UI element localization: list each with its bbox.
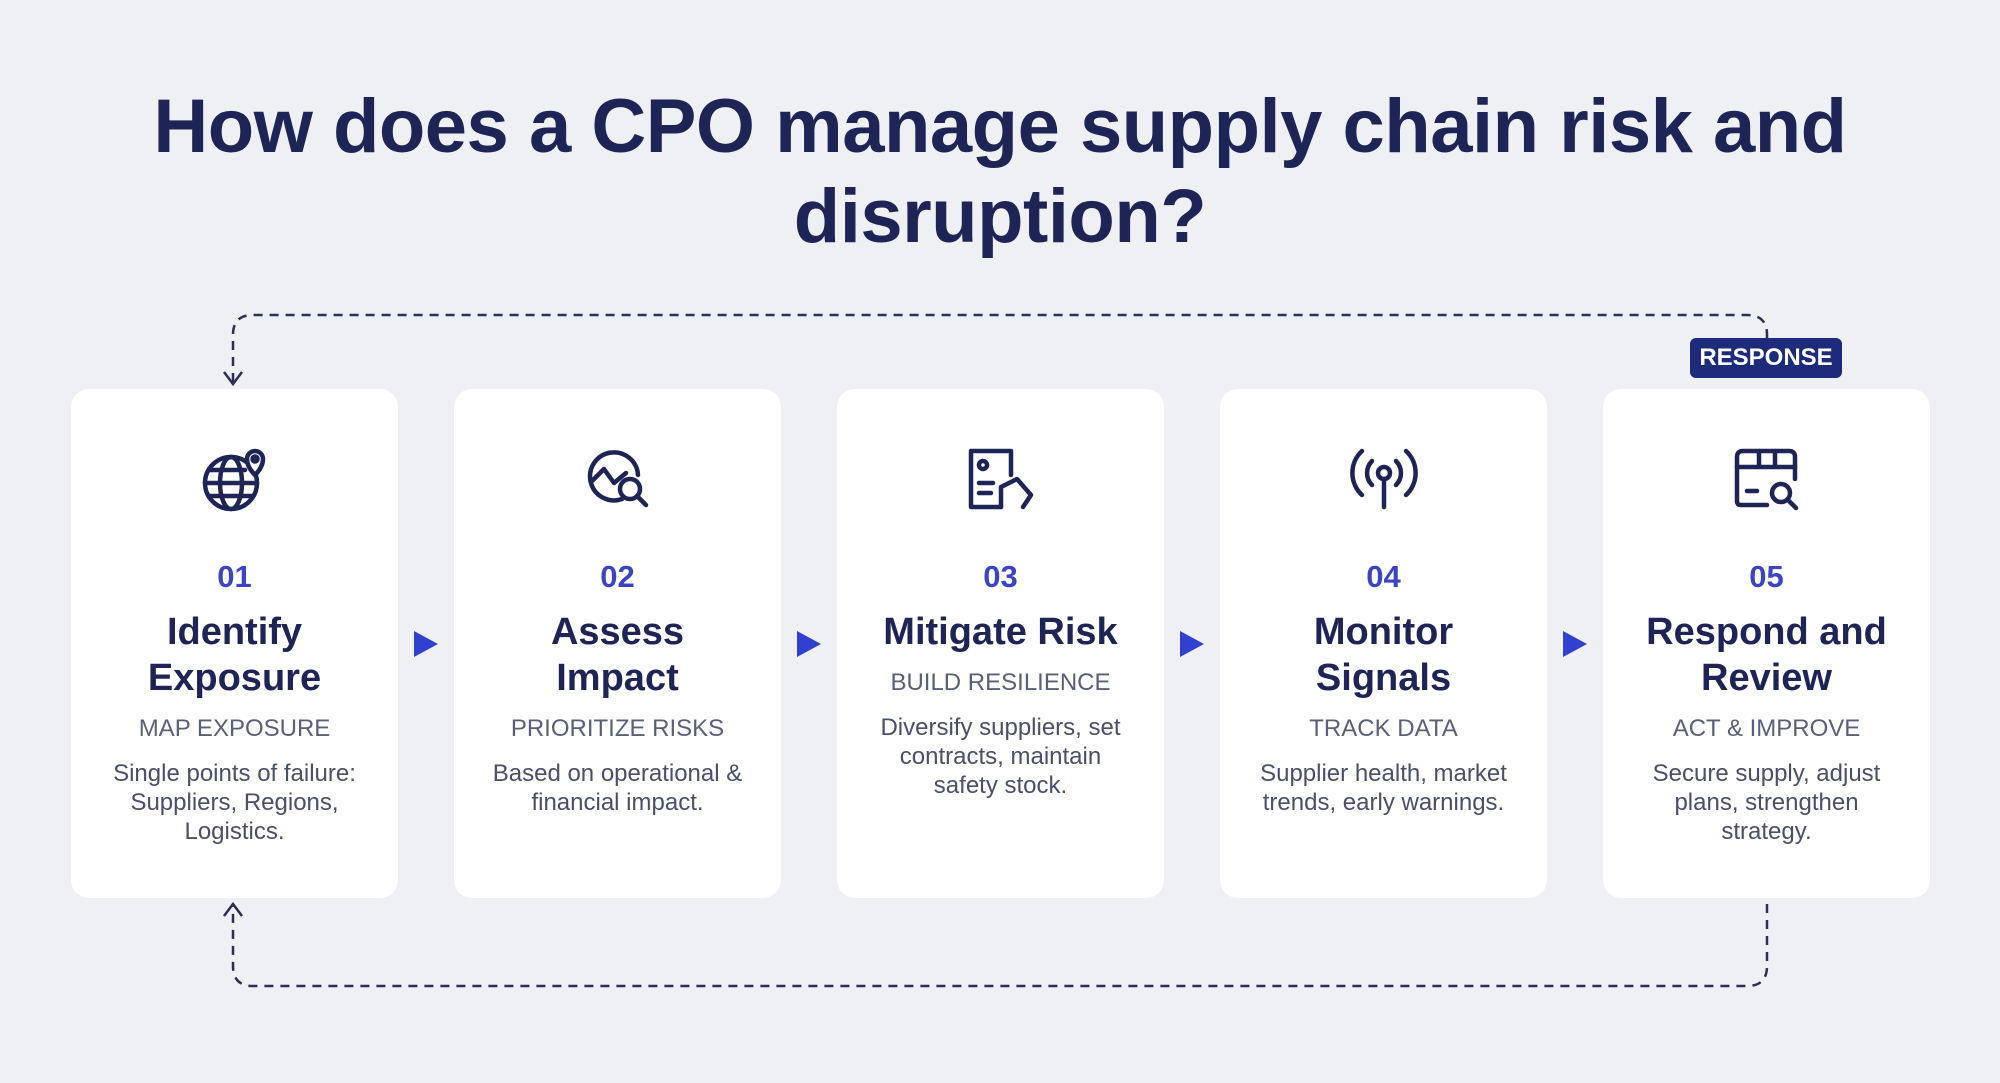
step-subtitle: TRACK DATA — [1309, 715, 1458, 742]
icon-package-search — [1734, 448, 1798, 511]
step-number: 02 — [600, 559, 635, 594]
icon-signal — [1349, 448, 1418, 510]
badge: RESPONSE — [1690, 338, 1842, 378]
step-title: Mitigate Risk — [883, 611, 1118, 653]
step-description: Supplier health, market trends, early wa… — [1260, 760, 1507, 816]
step-title: Respond and Review — [1646, 611, 1887, 699]
step-description: Based on operational & financial impact. — [492, 760, 743, 816]
step-number: 01 — [217, 559, 252, 594]
step-number: 04 — [1366, 559, 1401, 594]
step-arrows — [414, 631, 1587, 657]
step-card: 03 Mitigate Risk BUILD RESILIENCE Divers… — [837, 389, 1164, 898]
step-arrow — [797, 631, 821, 657]
title: How does a CPO manage supply chain risk … — [153, 84, 1847, 259]
loop-bottom — [231, 904, 1769, 988]
step-arrow — [1180, 631, 1204, 657]
step-card: 02 Assess Impact PRIORITIZE RISKS Based … — [454, 389, 781, 898]
step-arrow — [414, 631, 438, 657]
step-number: 05 — [1749, 559, 1784, 594]
step-description: Secure supply, adjust plans, strengthen … — [1652, 760, 1881, 845]
icon-analysis — [587, 450, 648, 508]
step-card: 05 Respond and Review ACT & IMPROVE Secu… — [1603, 389, 1930, 898]
step-subtitle: ACT & IMPROVE — [1672, 715, 1861, 742]
step-card: 01 Identify Exposure MAP EXPOSURE Single… — [71, 389, 398, 898]
step-subtitle: MAP EXPOSURE — [138, 715, 331, 742]
step-title: Identify Exposure — [147, 611, 322, 699]
loop-arrow-up — [223, 901, 243, 917]
loop-top — [231, 313, 1769, 382]
step-arrow — [1563, 631, 1587, 657]
step-title: Monitor Signals — [1313, 611, 1454, 699]
step-description: Diversify suppliers, set contracts, main… — [880, 714, 1121, 799]
step-subtitle: PRIORITIZE RISKS — [510, 715, 725, 742]
step-number: 03 — [983, 559, 1018, 594]
icon-globe — [202, 448, 265, 512]
step-subtitle: BUILD RESILIENCE — [890, 669, 1111, 696]
step-description: Single points of failure: Suppliers, Reg… — [113, 760, 356, 845]
loop-arrow-down — [223, 371, 243, 387]
step-title: Assess Impact — [550, 611, 685, 699]
step-card: 04 Monitor Signals TRACK DATA Supplier h… — [1220, 389, 1547, 898]
icon-contract — [968, 448, 1033, 510]
